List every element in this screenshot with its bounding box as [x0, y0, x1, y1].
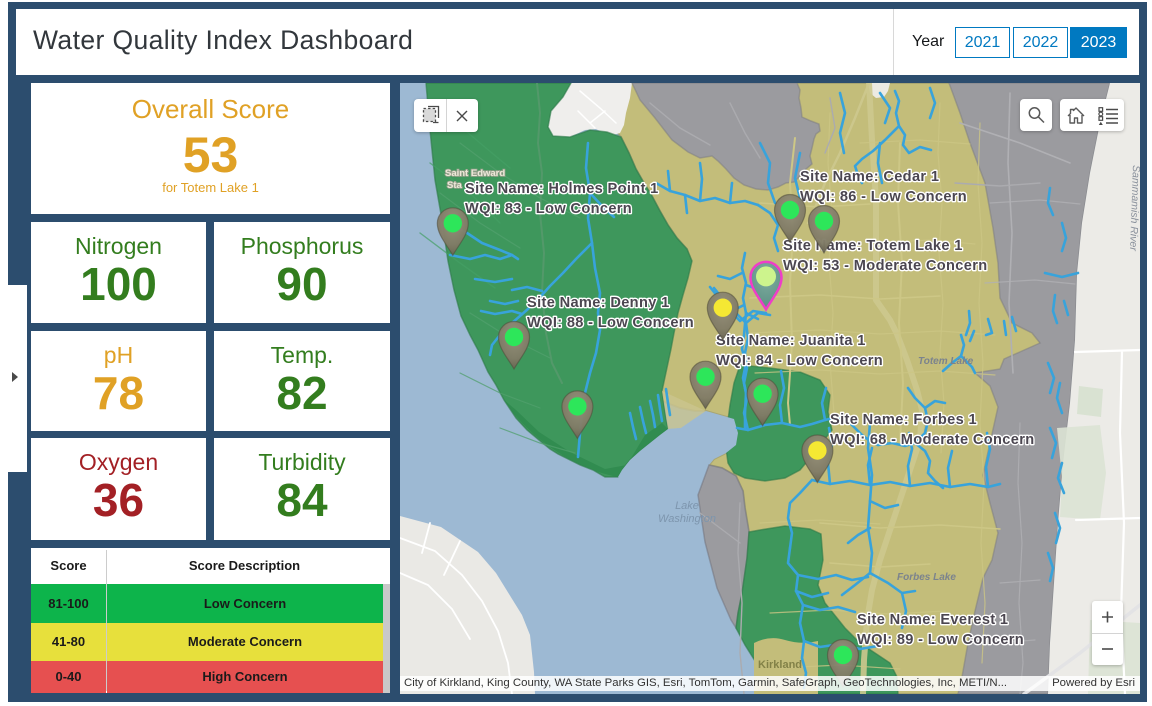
svg-text:WQI: 84 - Low Concern: WQI: 84 - Low Concern [716, 353, 883, 369]
svg-text:Lake: Lake [675, 500, 699, 512]
svg-text:WQI: 86 - Low Concern: WQI: 86 - Low Concern [800, 189, 967, 205]
svg-text:WQI: 83 - Low Concern: WQI: 83 - Low Concern [465, 201, 632, 217]
svg-text:Forbes Lake: Forbes Lake [897, 572, 956, 583]
svg-text:Site Name: Juanita 1: Site Name: Juanita 1 [716, 333, 866, 349]
svg-text:Washington: Washington [658, 513, 716, 525]
svg-text:WQI: 53 - Moderate Concern: WQI: 53 - Moderate Concern [783, 258, 988, 274]
svg-text:WQI: 89 - Low Concern: WQI: 89 - Low Concern [857, 632, 1024, 648]
svg-text:Sta: Sta [447, 180, 463, 191]
svg-text:WQI: 88 - Low Concern: WQI: 88 - Low Concern [527, 315, 694, 331]
svg-text:Site Name: Cedar 1: Site Name: Cedar 1 [800, 169, 939, 185]
svg-text:Site Name: Forbes 1: Site Name: Forbes 1 [830, 412, 977, 428]
svg-text:Sammamish River: Sammamish River [1127, 165, 1140, 252]
svg-text:Totem Lake: Totem Lake [918, 356, 974, 367]
svg-text:WQI: 68 - Moderate Concern: WQI: 68 - Moderate Concern [830, 432, 1035, 448]
svg-text:Kirkland: Kirkland [758, 659, 802, 671]
svg-text:Saint Edward: Saint Edward [445, 168, 505, 179]
svg-text:Site Name: Denny 1: Site Name: Denny 1 [527, 295, 670, 311]
svg-text:Site Name: Holmes Point 1: Site Name: Holmes Point 1 [465, 181, 659, 197]
svg-text:Site Name: Totem Lake 1: Site Name: Totem Lake 1 [783, 238, 963, 254]
svg-text:Site Name: Everest 1: Site Name: Everest 1 [857, 612, 1008, 628]
